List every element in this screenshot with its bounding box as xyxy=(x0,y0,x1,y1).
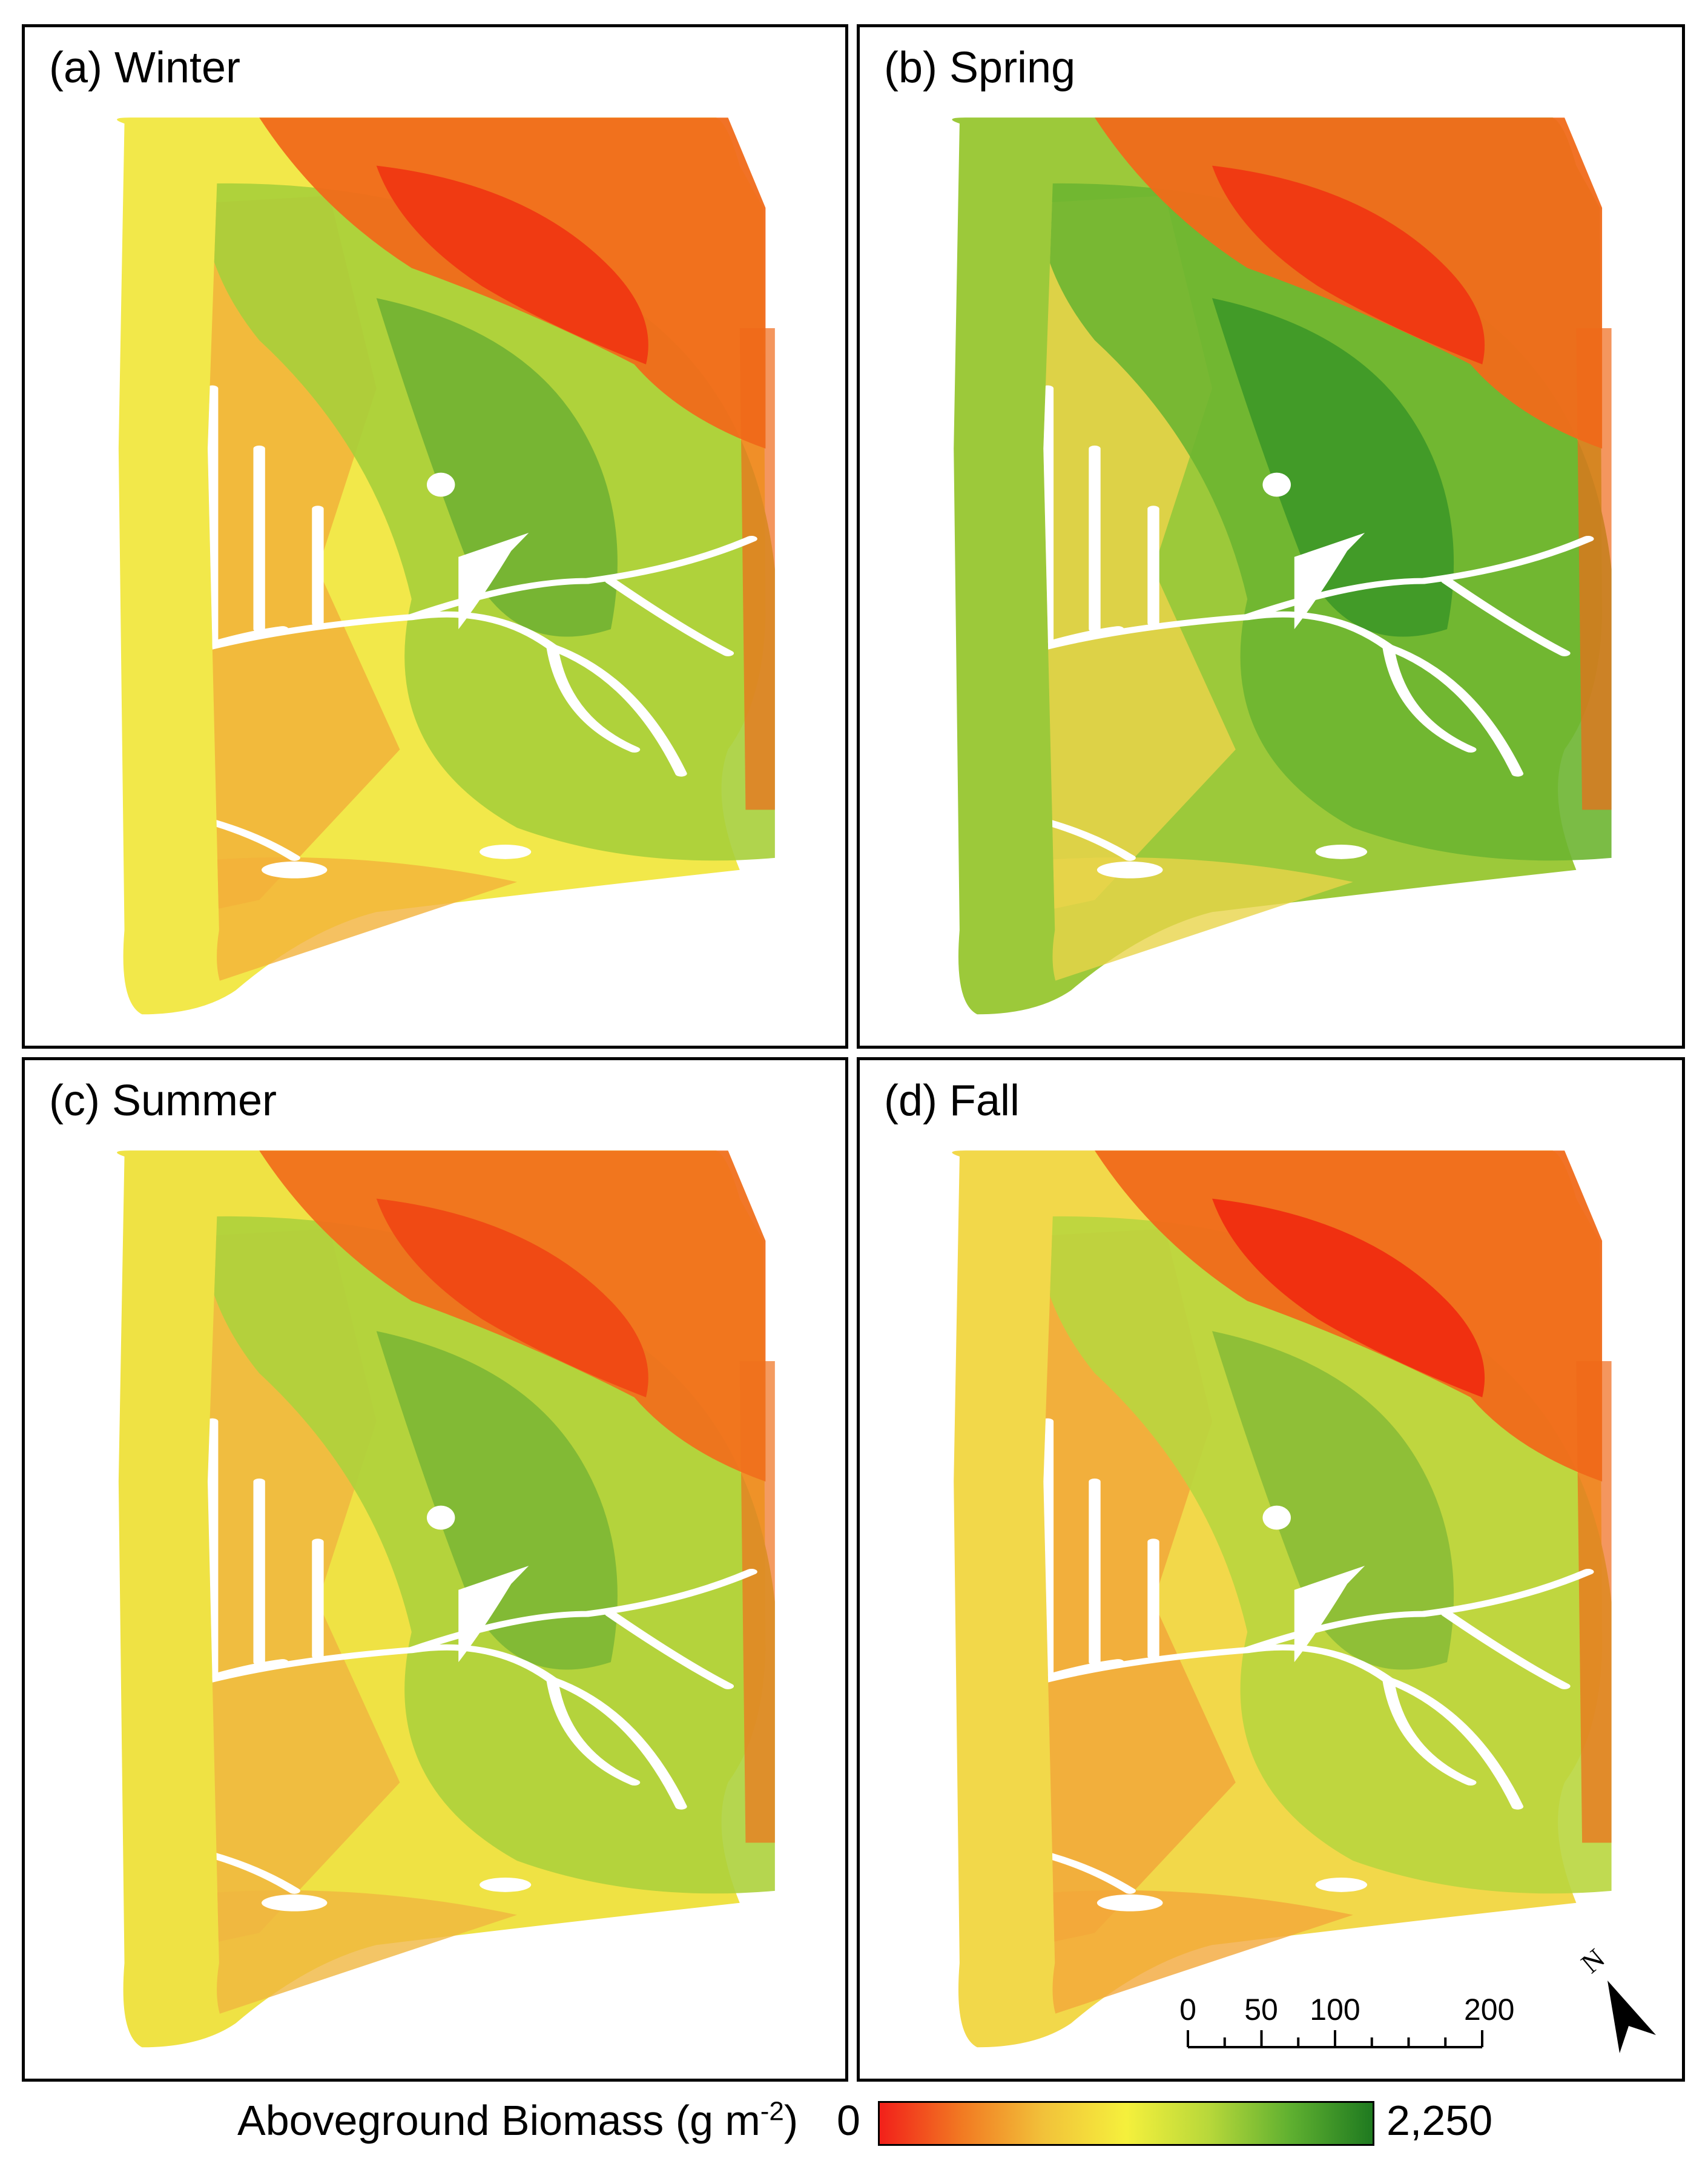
open-water-pond xyxy=(1315,844,1368,859)
tidal-creek xyxy=(605,1611,734,1689)
open-water-pond xyxy=(458,533,529,630)
tidal-creek xyxy=(1040,1839,1136,1894)
tidal-creek xyxy=(1382,1677,1477,1786)
scale-bar-ticks xyxy=(1187,2030,1483,2047)
open-water-pond xyxy=(1262,1505,1291,1530)
open-water-pond xyxy=(1294,533,1365,630)
open-water-pond xyxy=(426,472,455,497)
open-water-pond xyxy=(480,844,532,859)
zone-east-edge xyxy=(739,1361,775,1843)
open-water-pond xyxy=(426,1505,455,1530)
north-arrow: N xyxy=(1575,1942,1656,2053)
tidal-creek xyxy=(1441,578,1571,656)
tidal-creek xyxy=(546,644,641,753)
panel-fall: (d) Fall 0 50 100 200 m N xyxy=(857,1057,1685,2082)
open-water-pond xyxy=(1262,472,1291,497)
tidal-creek xyxy=(605,578,734,656)
open-water-pond xyxy=(1315,1877,1368,1892)
zone-central-dark xyxy=(1212,298,1454,637)
open-water-pond xyxy=(1294,1566,1365,1663)
legend-color-ramp xyxy=(878,2101,1374,2146)
panel-spring: (b) Spring xyxy=(857,24,1685,1049)
scale-bar: 0 50 100 200 m xyxy=(1181,1993,1520,2048)
tidal-creek xyxy=(204,807,300,861)
biomass-map-winter xyxy=(117,117,775,1015)
tidal-creek xyxy=(1441,1611,1571,1689)
north-arrow-label: N xyxy=(1575,1942,1611,1979)
panel-title-spring: (b) Spring xyxy=(884,44,1076,92)
tidal-creek xyxy=(1040,807,1136,861)
scale-label-0: 0 xyxy=(1181,1993,1196,2027)
zone-central-dark xyxy=(376,1331,618,1670)
zone-northeast-vlow xyxy=(1212,165,1485,365)
biomass-map-fall xyxy=(952,1150,1612,2048)
panel-winter: (a) Winter xyxy=(22,24,848,1049)
biomass-zones xyxy=(204,117,775,1015)
panel-title-fall: (d) Fall xyxy=(884,1077,1020,1125)
open-water-pond xyxy=(1096,861,1163,879)
zone-east-edge xyxy=(1576,328,1612,810)
scale-label-50: 50 xyxy=(1244,1993,1278,2027)
zone-northeast-vlow xyxy=(1212,1198,1485,1397)
tidal-creek xyxy=(204,1839,300,1894)
open-water-pond xyxy=(262,861,328,879)
scale-label-200: 200 m xyxy=(1464,1993,1520,2027)
zone-east-edge xyxy=(1576,1361,1612,1843)
panel-title-winter: (a) Winter xyxy=(49,44,241,92)
zone-central-dark xyxy=(1212,1331,1454,1670)
zone-east-edge xyxy=(739,328,775,810)
open-water-pond xyxy=(480,1877,532,1892)
legend-min-label: 0 xyxy=(837,2097,860,2144)
biomass-map-spring xyxy=(952,117,1612,1015)
biomass-zones xyxy=(1040,117,1612,1015)
tidal-creek xyxy=(204,1644,687,1810)
north-arrow-icon xyxy=(1607,1981,1656,2053)
tidal-creek xyxy=(204,611,687,777)
biomass-zones xyxy=(204,1150,775,2048)
panel-title-summer: (c) Summer xyxy=(49,1077,277,1125)
biomass-map-summer xyxy=(117,1150,775,2048)
open-water-pond xyxy=(458,1566,529,1663)
tidal-creek xyxy=(1040,611,1524,777)
legend-title-close: ) xyxy=(783,2097,799,2144)
open-water-pond xyxy=(1096,1894,1163,1912)
zone-northeast-vlow xyxy=(376,1198,648,1397)
tidal-creek xyxy=(546,1677,641,1786)
legend-max-label: 2,250 xyxy=(1387,2097,1493,2144)
panel-summer: (c) Summer xyxy=(22,1057,848,2082)
zone-central-dark xyxy=(376,298,618,637)
legend-title-sup: -2 xyxy=(760,2096,784,2126)
legend-title: Aboveground Biomass (g m-2) xyxy=(237,2096,798,2145)
scale-label-100: 100 xyxy=(1310,1993,1360,2027)
legend-title-main: Aboveground Biomass (g m xyxy=(237,2097,760,2144)
biomass-zones xyxy=(1040,1150,1612,2048)
zone-northeast-vlow xyxy=(376,165,648,365)
open-water-pond xyxy=(262,1894,328,1912)
tidal-creek xyxy=(1040,1644,1524,1810)
tidal-creek xyxy=(1382,644,1477,753)
